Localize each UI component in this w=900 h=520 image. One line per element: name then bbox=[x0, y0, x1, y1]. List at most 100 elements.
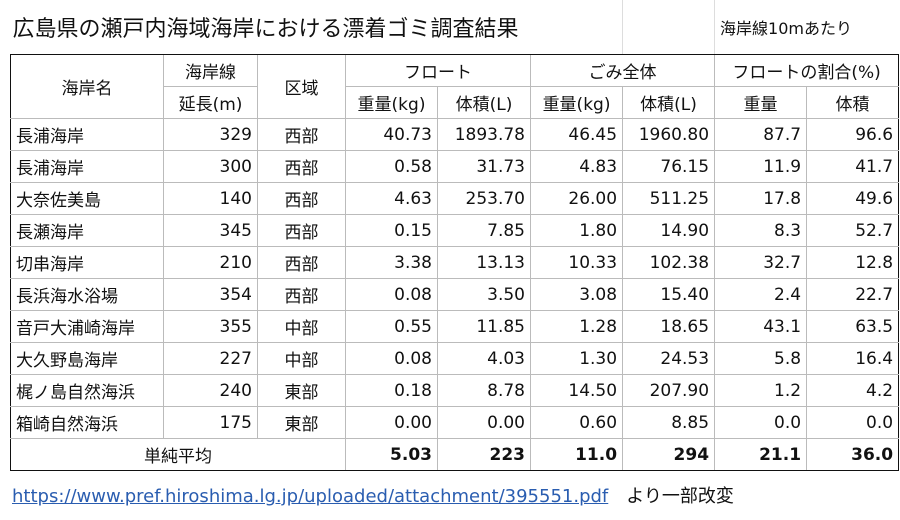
data-cell: 東部 bbox=[257, 406, 346, 439]
data-cell: 253.70 bbox=[437, 182, 531, 215]
header-cell: 体積(L) bbox=[622, 86, 716, 119]
data-cell: 1.30 bbox=[529, 342, 624, 375]
data-cell: 11.85 bbox=[437, 310, 531, 343]
data-cell: 46.45 bbox=[529, 118, 624, 151]
data-cell: 長浦海岸 bbox=[10, 150, 164, 183]
data-cell: 0.00 bbox=[437, 406, 531, 439]
data-row: 音戸大浦崎海岸 355 中部 0.55 11.85 1.28 18.65 43.1 63.5 bbox=[10, 310, 900, 343]
header-cell: ごみ全体 bbox=[529, 54, 716, 87]
header-cell: フロートの割合(%) bbox=[714, 54, 900, 87]
data-cell: 長瀬海岸 bbox=[10, 214, 164, 247]
data-cell: 10.33 bbox=[529, 246, 624, 279]
data-cell: 52.7 bbox=[806, 214, 900, 247]
data-cell: 1.2 bbox=[714, 374, 808, 407]
header-row: 海岸名 海岸線 区域 フロート ごみ全体 フロートの割合(%) bbox=[10, 54, 900, 119]
data-cell: 4.2 bbox=[806, 374, 900, 407]
data-cell: 0.60 bbox=[529, 406, 624, 439]
header-cell: 体積(L) bbox=[437, 86, 531, 119]
source-link[interactable]: https://www.pref.hiroshima.lg.jp/uploade… bbox=[12, 486, 609, 507]
data-cell: 49.6 bbox=[806, 182, 900, 215]
data-cell: 102.38 bbox=[622, 246, 716, 279]
data-cell: 96.6 bbox=[806, 118, 900, 151]
data-cell: 0.15 bbox=[345, 214, 438, 247]
survey-table: 広島県の瀬戸内海域海岸における漂着ゴミ調査結果 海岸線10mあたり 海岸名 海岸… bbox=[10, 0, 900, 471]
table-body: 長浦海岸 329 西部 40.73 1893.78 46.45 1960.80 87.7 96.… bbox=[10, 118, 900, 471]
data-cell: 63.5 bbox=[806, 310, 900, 343]
data-cell: 43.1 bbox=[714, 310, 808, 343]
source-line: https://www.pref.hiroshima.lg.jp/uploade… bbox=[12, 482, 734, 508]
data-cell: 18.65 bbox=[622, 310, 716, 343]
data-cell: 中部 bbox=[257, 342, 346, 375]
average-cell: 36.0 bbox=[806, 438, 900, 471]
table-title: 広島県の瀬戸内海域海岸における漂着ゴミ調査結果 bbox=[10, 0, 624, 55]
data-cell: 329 bbox=[163, 118, 258, 151]
data-cell: 箱崎自然海浜 bbox=[10, 406, 164, 439]
data-cell: 76.15 bbox=[622, 150, 716, 183]
source-note: より一部改変 bbox=[626, 486, 734, 507]
header-cell: 延長(m) bbox=[163, 86, 258, 119]
data-cell: 0.0 bbox=[714, 406, 808, 439]
average-label: 単純平均 bbox=[10, 438, 346, 471]
data-cell: 0.08 bbox=[345, 342, 438, 375]
data-row: 長浜海水浴場 354 西部 0.08 3.50 3.08 15.40 2.4 22.7 bbox=[10, 278, 900, 311]
unit-note: 海岸線10mあたり bbox=[714, 0, 899, 55]
header-cell: 重量(kg) bbox=[529, 86, 624, 119]
data-cell: 210 bbox=[163, 246, 258, 279]
data-cell: 4.63 bbox=[345, 182, 438, 215]
data-cell: 長浦海岸 bbox=[10, 118, 164, 151]
average-cell: 11.0 bbox=[529, 438, 624, 471]
data-cell: 1893.78 bbox=[437, 118, 531, 151]
header-cell: 海岸名 bbox=[10, 54, 164, 119]
data-cell: 1.80 bbox=[529, 214, 624, 247]
average-cell: 294 bbox=[622, 438, 716, 471]
data-row: 箱崎自然海浜 175 東部 0.00 0.00 0.60 8.85 0.0 0.0 bbox=[10, 406, 900, 439]
data-cell: 3.50 bbox=[437, 278, 531, 311]
empty-cell bbox=[622, 0, 716, 55]
data-cell: 11.9 bbox=[714, 150, 808, 183]
data-cell: 西部 bbox=[257, 118, 346, 151]
data-cell: 0.18 bbox=[345, 374, 438, 407]
data-cell: 355 bbox=[163, 310, 258, 343]
average-cell: 223 bbox=[437, 438, 531, 471]
data-cell: 354 bbox=[163, 278, 258, 311]
data-cell: 音戸大浦崎海岸 bbox=[10, 310, 164, 343]
data-cell: 40.73 bbox=[345, 118, 438, 151]
data-row: 切串海岸 210 西部 3.38 13.13 10.33 102.38 32.7 12.8 bbox=[10, 246, 900, 279]
data-cell: 中部 bbox=[257, 310, 346, 343]
data-row: 大久野島海岸 227 中部 0.08 4.03 1.30 24.53 5.8 16.4 bbox=[10, 342, 900, 375]
average-cell: 5.03 bbox=[345, 438, 438, 471]
data-cell: 12.8 bbox=[806, 246, 900, 279]
data-cell: 西部 bbox=[257, 214, 346, 247]
data-cell: 2.4 bbox=[714, 278, 808, 311]
data-cell: 大奈佐美島 bbox=[10, 182, 164, 215]
header-cell: 重量(kg) bbox=[345, 86, 438, 119]
data-cell: 0.58 bbox=[345, 150, 438, 183]
data-cell: 西部 bbox=[257, 150, 346, 183]
data-cell: 227 bbox=[163, 342, 258, 375]
header-row: 延長(m) 重量(kg) 体積(L) 重量(kg) 体積(L) 重量 体積 bbox=[11, 86, 900, 119]
data-cell: 5.8 bbox=[714, 342, 808, 375]
data-cell: 7.85 bbox=[437, 214, 531, 247]
data-cell: 0.55 bbox=[345, 310, 438, 343]
data-cell: 511.25 bbox=[622, 182, 716, 215]
data-cell: 長浜海水浴場 bbox=[10, 278, 164, 311]
data-cell: 175 bbox=[163, 406, 258, 439]
data-cell: 8.3 bbox=[714, 214, 808, 247]
data-cell: 8.85 bbox=[622, 406, 716, 439]
data-cell: 31.73 bbox=[437, 150, 531, 183]
data-cell: 8.78 bbox=[437, 374, 531, 407]
data-cell: 24.53 bbox=[622, 342, 716, 375]
data-cell: 41.7 bbox=[806, 150, 900, 183]
data-cell: 1960.80 bbox=[622, 118, 716, 151]
data-cell: 4.03 bbox=[437, 342, 531, 375]
data-cell: 300 bbox=[163, 150, 258, 183]
data-cell: 15.40 bbox=[622, 278, 716, 311]
data-cell: 0.0 bbox=[806, 406, 900, 439]
data-cell: 87.7 bbox=[714, 118, 808, 151]
data-cell: 240 bbox=[163, 374, 258, 407]
data-cell: 17.8 bbox=[714, 182, 808, 215]
data-row: 梶ノ島自然海浜 240 東部 0.18 8.78 14.50 207.90 1.2 4.2 bbox=[10, 374, 900, 407]
data-cell: 0.00 bbox=[345, 406, 438, 439]
data-cell: 3.08 bbox=[529, 278, 624, 311]
